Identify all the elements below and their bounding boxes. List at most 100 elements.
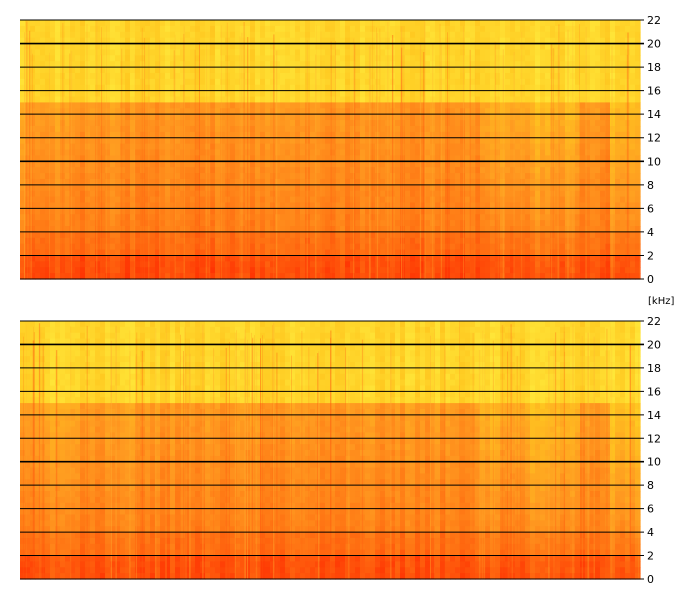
heat-cell: [575, 20, 581, 27]
heat-cell: [530, 273, 536, 280]
heat-cell: [290, 149, 296, 156]
heat-cell: [250, 202, 256, 209]
heat-cell: [450, 167, 456, 174]
heat-cell: [235, 149, 241, 156]
heat-cell: [70, 78, 76, 86]
heat-cell: [350, 108, 356, 115]
heat-cell: [55, 273, 61, 280]
heat-cell: [325, 43, 331, 51]
heat-cell: [305, 190, 311, 198]
heat-cell: [105, 37, 111, 45]
heat-cell: [455, 137, 461, 145]
heat-cell: [265, 67, 271, 74]
heat-cell: [50, 149, 56, 156]
heat-cell: [360, 226, 366, 233]
heat-cell: [275, 43, 281, 51]
heat-cell: [20, 55, 26, 62]
heat-cell: [385, 196, 391, 204]
heat-cell: [510, 84, 516, 92]
heat-cell: [45, 267, 51, 274]
heat-cell: [455, 173, 461, 180]
heat-cell: [195, 102, 201, 109]
heat-cell: [460, 49, 466, 56]
heat-cell: [190, 96, 196, 104]
heat-cell: [50, 108, 56, 115]
heat-cell: [140, 267, 146, 274]
heat-cell: [210, 267, 216, 274]
heat-cell: [45, 255, 51, 262]
heat-cell: [135, 173, 141, 180]
heat-cell: [360, 131, 366, 139]
heat-cell: [30, 196, 36, 204]
heat-cell: [140, 226, 146, 233]
heat-cell: [470, 143, 476, 151]
heat-cell: [345, 237, 351, 245]
heat-cell: [510, 190, 516, 198]
heat-cell: [560, 102, 566, 109]
heat-cell: [400, 267, 406, 274]
heat-cell: [230, 90, 236, 98]
heat-cell: [480, 120, 486, 127]
heat-cell: [325, 226, 331, 233]
heat-cell: [520, 178, 526, 186]
heat-cell: [185, 155, 191, 162]
heat-cell: [335, 137, 341, 145]
heat-cell: [585, 114, 591, 121]
heat-cell: [460, 84, 466, 92]
heat-cell: [445, 125, 451, 133]
heat-cell: [220, 167, 226, 174]
heat-cell: [85, 208, 91, 215]
heat-cell: [415, 31, 421, 39]
heat-cell: [165, 237, 171, 245]
heat-cell: [570, 131, 576, 139]
heat-cell: [25, 173, 31, 180]
heat-cell: [295, 43, 301, 51]
heat-cell: [370, 237, 376, 245]
heat-cell: [230, 161, 236, 168]
heat-cell: [220, 220, 226, 227]
heat-cell: [555, 143, 561, 151]
heat-cell: [530, 261, 536, 268]
heat-cell: [25, 243, 31, 251]
heat-cell: [570, 202, 576, 209]
heat-cell: [30, 237, 36, 245]
heat-cell: [130, 220, 136, 227]
heat-cell: [30, 226, 36, 233]
heat-cell: [195, 25, 201, 33]
heat-cell: [30, 90, 36, 98]
heat-cell: [545, 84, 551, 92]
heat-cell: [205, 231, 211, 239]
heat-cell: [390, 90, 396, 98]
heat-cell: [335, 37, 341, 45]
heat-cell: [290, 78, 296, 86]
heat-cell: [220, 155, 226, 162]
heat-cell: [455, 231, 461, 239]
heat-cell: [565, 202, 571, 209]
heat-cell: [580, 78, 586, 86]
heat-cell: [135, 78, 141, 86]
heat-cell: [550, 114, 556, 121]
heat-cell: [560, 184, 566, 192]
heat-cell: [320, 220, 326, 227]
heat-cell: [430, 108, 436, 115]
heat-cell: [65, 237, 71, 245]
heat-cell: [455, 220, 461, 227]
heat-cell: [415, 202, 421, 209]
heat-cell: [545, 120, 551, 127]
heat-cell: [85, 114, 91, 121]
heat-cell: [270, 178, 276, 186]
heat-cell: [110, 273, 116, 280]
heat-cell: [330, 237, 336, 245]
heat-cell: [35, 226, 41, 233]
heat-cell: [100, 249, 106, 257]
heat-cell: [325, 49, 331, 56]
heat-cell: [90, 96, 96, 104]
heat-cell: [165, 255, 171, 262]
heat-cell: [460, 20, 466, 27]
heat-cell: [515, 43, 521, 51]
heat-cell: [335, 184, 341, 192]
heat-cell: [250, 90, 256, 98]
heat-cell: [470, 55, 476, 62]
heat-cell: [300, 67, 306, 74]
heat-cell: [295, 155, 301, 162]
